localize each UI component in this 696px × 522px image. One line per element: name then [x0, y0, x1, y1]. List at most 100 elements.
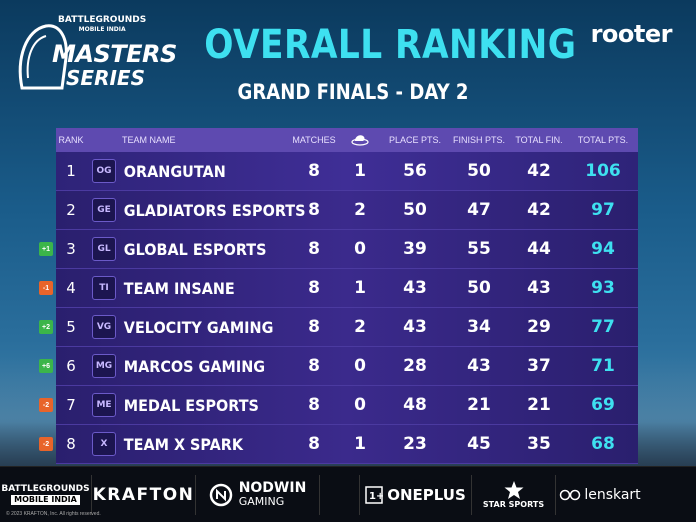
logo-brand-line1: BATTLEGROUNDS [58, 15, 147, 25]
rank-change-badge: +6 [39, 359, 53, 373]
matches-cell: 8 [308, 434, 320, 454]
team-logo-cell: TI [86, 276, 122, 300]
krafton-logo: KRAFTON [92, 474, 196, 515]
finish-pts-cell: 55 [467, 239, 491, 259]
team-logo-cell: VG [86, 315, 122, 339]
table-row: 6 MG MARCOS GAMING 8 0 28 43 37 71 [56, 347, 638, 386]
table-row: 8 X TEAM X SPARK 8 1 23 45 35 68 [56, 425, 638, 464]
team-name-cell: TEAM INSANE [123, 278, 235, 298]
bgmi-line2: MOBILE INDIA [11, 495, 80, 505]
team-logo-cell: GE [86, 198, 122, 222]
team-logo: VG [92, 315, 116, 339]
total-pts-cell: 97 [591, 200, 615, 220]
rank-cell: 4 [66, 279, 76, 297]
rank-cell: 8 [66, 435, 76, 453]
wins-cell: 1 [354, 278, 366, 298]
bgmi-logo: BATTLEGROUNDS MOBILE INDIA [0, 474, 92, 515]
rank-cell: 1 [66, 162, 76, 180]
team-logo: MG [92, 354, 116, 378]
total-fin-cell: 44 [527, 239, 551, 259]
matches-cell: 8 [308, 239, 320, 259]
team-logo: ME [92, 393, 116, 417]
place-pts-cell: 28 [403, 356, 427, 376]
bgmi-line1: BATTLEGROUNDS [1, 484, 90, 494]
finish-pts-cell: 47 [467, 200, 491, 220]
rank-cell: 5 [66, 318, 76, 336]
col-finish-pts: FINISH PTS. [452, 135, 505, 145]
total-fin-cell: 37 [527, 356, 551, 376]
matches-cell: 8 [308, 278, 320, 298]
finish-pts-cell: 45 [467, 434, 491, 454]
wins-cell: 1 [354, 161, 366, 181]
oneplus-icon: 1+ [365, 485, 383, 504]
team-logo: TI [92, 276, 116, 300]
matches-cell: 8 [308, 161, 320, 181]
place-pts-cell: 56 [403, 161, 427, 181]
col-rank: RANK [58, 135, 84, 145]
team-logo: X [92, 432, 116, 456]
place-pts-cell: 48 [403, 395, 427, 415]
nodwin-text: NODWIN GAMING [239, 481, 307, 509]
total-pts-cell: 68 [591, 434, 615, 454]
col-total-pts: TOTAL PTS. [577, 135, 629, 145]
total-fin-cell: 43 [527, 278, 551, 298]
finish-pts-cell: 21 [467, 395, 491, 415]
finish-pts-cell: 34 [467, 317, 491, 337]
matches-cell: 8 [308, 395, 320, 415]
rank-change-badge: -2 [39, 398, 53, 412]
matches-cell: 8 [308, 200, 320, 220]
wins-cell: 0 [354, 239, 366, 259]
rank-change-badge: +2 [39, 320, 53, 334]
total-pts-cell: 93 [591, 278, 615, 298]
team-name-cell: TEAM X SPARK [123, 434, 244, 454]
logo-series: SERIES [66, 66, 145, 90]
total-pts-cell: 106 [585, 161, 621, 181]
team-logo-cell: MG [86, 354, 122, 378]
table-row: 2 GE GLADIATORS ESPORTS 8 2 50 47 42 97 [56, 191, 638, 230]
team-logo-cell: X [86, 432, 122, 456]
rank-change-badge: -2 [39, 437, 53, 451]
glasses-icon [560, 489, 581, 500]
lenskart-name: lenskart [584, 486, 641, 503]
rank-cell: 3 [66, 240, 76, 258]
page-subtitle: GRAND FINALS - DAY 2 [237, 80, 469, 104]
sponsor-bar: BATTLEGROUNDS MOBILE INDIA KRAFTON NODWI… [0, 466, 696, 522]
place-pts-cell: 39 [403, 239, 427, 259]
wins-cell: 2 [354, 317, 366, 337]
table-row: 4 TI TEAM INSANE 8 1 43 50 43 93 [56, 269, 638, 308]
team-name-cell: MEDAL ESPORTS [123, 395, 259, 415]
nodwin-name: NODWIN [238, 479, 307, 496]
page-title: OVERALL RANKING [204, 22, 577, 68]
wins-cell: 1 [354, 434, 366, 454]
place-pts-cell: 43 [403, 317, 427, 337]
place-pts-cell: 23 [403, 434, 427, 454]
helmet-icon [18, 24, 68, 90]
finish-pts-cell: 50 [467, 161, 491, 181]
team-name-cell: VELOCITY GAMING [123, 317, 274, 337]
oneplus-name: ONEPLUS [387, 485, 466, 504]
team-logo: OG [92, 159, 116, 183]
logo-brand: BATTLEGROUNDS MOBILE INDIA [58, 16, 146, 34]
total-pts-cell: 69 [591, 395, 615, 415]
col-matches: MATCHES [292, 135, 336, 145]
place-pts-cell: 50 [403, 200, 427, 220]
total-pts-cell: 71 [591, 356, 615, 376]
total-pts-cell: 94 [591, 239, 615, 259]
total-fin-cell: 35 [527, 434, 551, 454]
total-fin-cell: 42 [527, 200, 551, 220]
wins-cell: 2 [354, 200, 366, 220]
team-name-cell: GLOBAL ESPORTS [123, 239, 267, 259]
matches-cell: 8 [308, 317, 320, 337]
rank-change-badge: -1 [39, 281, 53, 295]
wins-cell: 0 [354, 395, 366, 415]
total-pts-cell: 77 [591, 317, 615, 337]
col-team-name: TEAM NAME [122, 135, 176, 145]
rank-cell: 6 [66, 357, 76, 375]
rank-cell: 2 [66, 201, 76, 219]
col-chicken [338, 132, 382, 148]
ranking-table: RANK TEAM NAME MATCHES PLACE PTS. FINISH… [56, 128, 638, 466]
col-total-fin: TOTAL FIN. [515, 135, 563, 145]
copyright-text: © 2023 KRAFTON, Inc. All rights reserved… [6, 511, 101, 517]
rooter-logo: rooter [590, 20, 673, 48]
team-name-cell: GLADIATORS ESPORTS [123, 200, 306, 220]
